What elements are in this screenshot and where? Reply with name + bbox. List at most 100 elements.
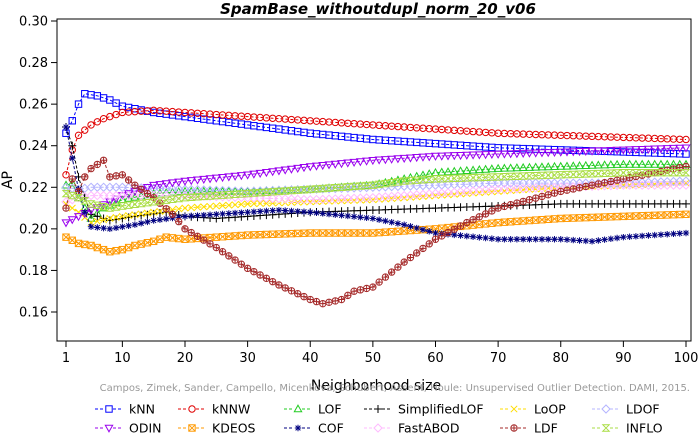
data-point-cof	[613, 234, 621, 242]
data-point-inflo	[575, 170, 584, 178]
series-knnw	[62, 106, 690, 179]
data-point-cof	[375, 216, 383, 223]
data-point-ldf-plus	[137, 186, 145, 193]
data-point-kdeos-cross	[644, 212, 652, 220]
data-point-kdeos-cross	[369, 229, 377, 237]
data-point-loop	[219, 202, 227, 210]
data-point-ldf-plus	[294, 290, 301, 297]
data-point-kdeos-cross	[244, 231, 252, 239]
data-point-ldf	[356, 286, 365, 294]
data-point-cof	[350, 213, 358, 220]
data-point-simplifiedlof	[682, 199, 690, 208]
data-point-knnw	[99, 114, 108, 123]
data-point-cof	[69, 154, 76, 162]
data-point-inflo	[124, 201, 134, 209]
data-point-knn	[99, 94, 108, 102]
data-point-simplifiedlof	[130, 212, 139, 221]
data-point-cof	[213, 211, 220, 218]
data-point-kdeos-cross	[400, 227, 408, 235]
data-point-fastabod	[631, 180, 641, 190]
data-point-ldf	[557, 187, 565, 196]
data-point-simplifiedlof	[112, 215, 121, 224]
data-point-ldf-plus	[501, 203, 508, 210]
data-point-ldf	[425, 240, 433, 248]
data-point-odin	[512, 150, 522, 159]
data-point-ldf	[287, 287, 296, 295]
data-point-simplifiedlof	[155, 209, 164, 218]
data-point-ldof	[499, 178, 510, 188]
data-point-ldof	[462, 179, 472, 189]
data-point-cof	[206, 211, 214, 218]
data-point-kdeos-cross	[131, 241, 139, 250]
data-point-kdeos-cross	[62, 233, 70, 241]
data-point-kdeos-cross	[137, 240, 145, 248]
data-point-fastabod	[293, 194, 303, 205]
data-point-kdeos-cross	[519, 217, 527, 225]
data-point-ldf	[369, 283, 377, 291]
data-point-ldf-plus	[557, 188, 564, 195]
data-point-kdeos-cross	[676, 210, 684, 219]
data-point-ldf	[500, 202, 509, 211]
data-point-odin	[343, 159, 353, 168]
data-point-ldf	[256, 271, 264, 279]
data-point-ldof	[368, 182, 378, 192]
data-point-ldf-plus	[463, 219, 471, 226]
data-point-inflo	[568, 170, 578, 179]
data-point-kdeos-cross	[601, 213, 609, 221]
data-point-fastabod	[505, 184, 516, 194]
data-point-ldf	[87, 164, 95, 173]
data-point-ldf	[206, 240, 214, 248]
data-point-inflo	[155, 197, 165, 205]
data-point-odin	[205, 175, 215, 184]
data-point-odin	[637, 145, 647, 155]
legend-label: LDF	[534, 421, 558, 434]
data-point-cof	[638, 232, 646, 240]
data-point-cof	[526, 236, 533, 243]
data-point-cof	[269, 207, 276, 214]
data-point-ldof	[543, 178, 553, 188]
data-point-fastabod	[349, 193, 359, 204]
data-point-fastabod	[637, 180, 647, 190]
data-point-inflo	[424, 175, 434, 184]
data-point-ldf-plus	[670, 165, 677, 173]
data-point-inflo	[644, 169, 653, 177]
data-point-ldf-plus	[413, 249, 420, 257]
data-point-fastabod	[336, 194, 347, 204]
legend-label: KDEOS	[212, 421, 256, 434]
data-point-kdeos	[218, 233, 227, 241]
data-point-ldf	[594, 180, 603, 188]
data-point-cof	[188, 212, 195, 220]
data-point-inflo	[243, 189, 253, 198]
data-point-kdeos-cross	[651, 211, 659, 219]
data-point-odin	[581, 147, 591, 156]
data-point-ldof	[668, 176, 679, 187]
data-point-ldf	[669, 165, 678, 173]
data-point-ldof	[549, 178, 560, 188]
data-point-inflo	[293, 186, 303, 194]
data-point-ldf	[538, 192, 546, 201]
data-point-odin	[380, 156, 390, 165]
data-point-kdeos-cross	[338, 229, 346, 237]
data-point-kdeos	[87, 241, 95, 250]
data-point-cof	[488, 235, 496, 242]
data-point-kdeos-cross	[74, 239, 83, 247]
data-point-kdeos-cross	[150, 237, 158, 245]
series-cof	[62, 123, 690, 245]
legend-item-inflo: INFLO	[592, 421, 663, 434]
legend-item-loop: LoOP	[500, 402, 566, 417]
data-point-inflo	[305, 185, 315, 194]
data-point-simplifiedlof	[93, 212, 102, 221]
data-point-ldf	[582, 182, 590, 191]
data-point-kdeos	[294, 229, 302, 238]
data-point-cof	[313, 209, 320, 217]
legend-label: INFLO	[626, 421, 663, 434]
data-point-cof	[307, 209, 314, 216]
data-point-ldf-plus	[382, 273, 389, 281]
data-point-fastabod	[530, 183, 541, 193]
series-layer	[61, 90, 691, 308]
data-point-fastabod	[330, 194, 341, 204]
data-point-odin	[481, 151, 491, 160]
data-point-ldof	[161, 184, 171, 194]
data-point-odin	[387, 155, 397, 164]
data-point-lof	[142, 189, 152, 199]
